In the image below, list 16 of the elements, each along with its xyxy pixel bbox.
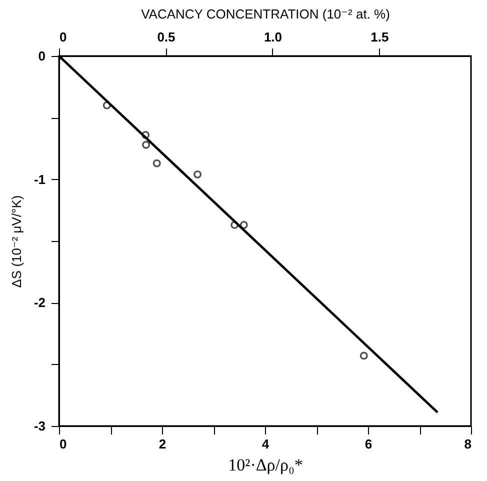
x2-tick-label: 1.0: [264, 30, 282, 44]
y-tick-label: -2: [34, 295, 46, 310]
x2-tick-label: 0.5: [157, 30, 176, 44]
y-tick-label: 0: [38, 48, 46, 64]
y-tick-label: -3: [34, 418, 46, 434]
y-axis-title: ΔS (10⁻² μV/°K): [8, 195, 24, 288]
y-tick-label: -1: [34, 172, 46, 187]
x-tick-label: 4: [262, 436, 270, 452]
x2-tick-label: 0: [60, 30, 67, 44]
x-axis-title: 10²·Δρ/ρ₀*: [228, 456, 303, 474]
x-tick-label: 6: [364, 436, 372, 452]
x2-axis-title: VACANCY CONCENTRATION (10⁻² at. %): [141, 6, 390, 22]
x-tick-label: 0: [60, 436, 67, 452]
x2-tick-label: 1.5: [370, 30, 389, 44]
x-tick-label: 8: [464, 436, 472, 452]
x-tick-label: 2: [158, 436, 166, 452]
